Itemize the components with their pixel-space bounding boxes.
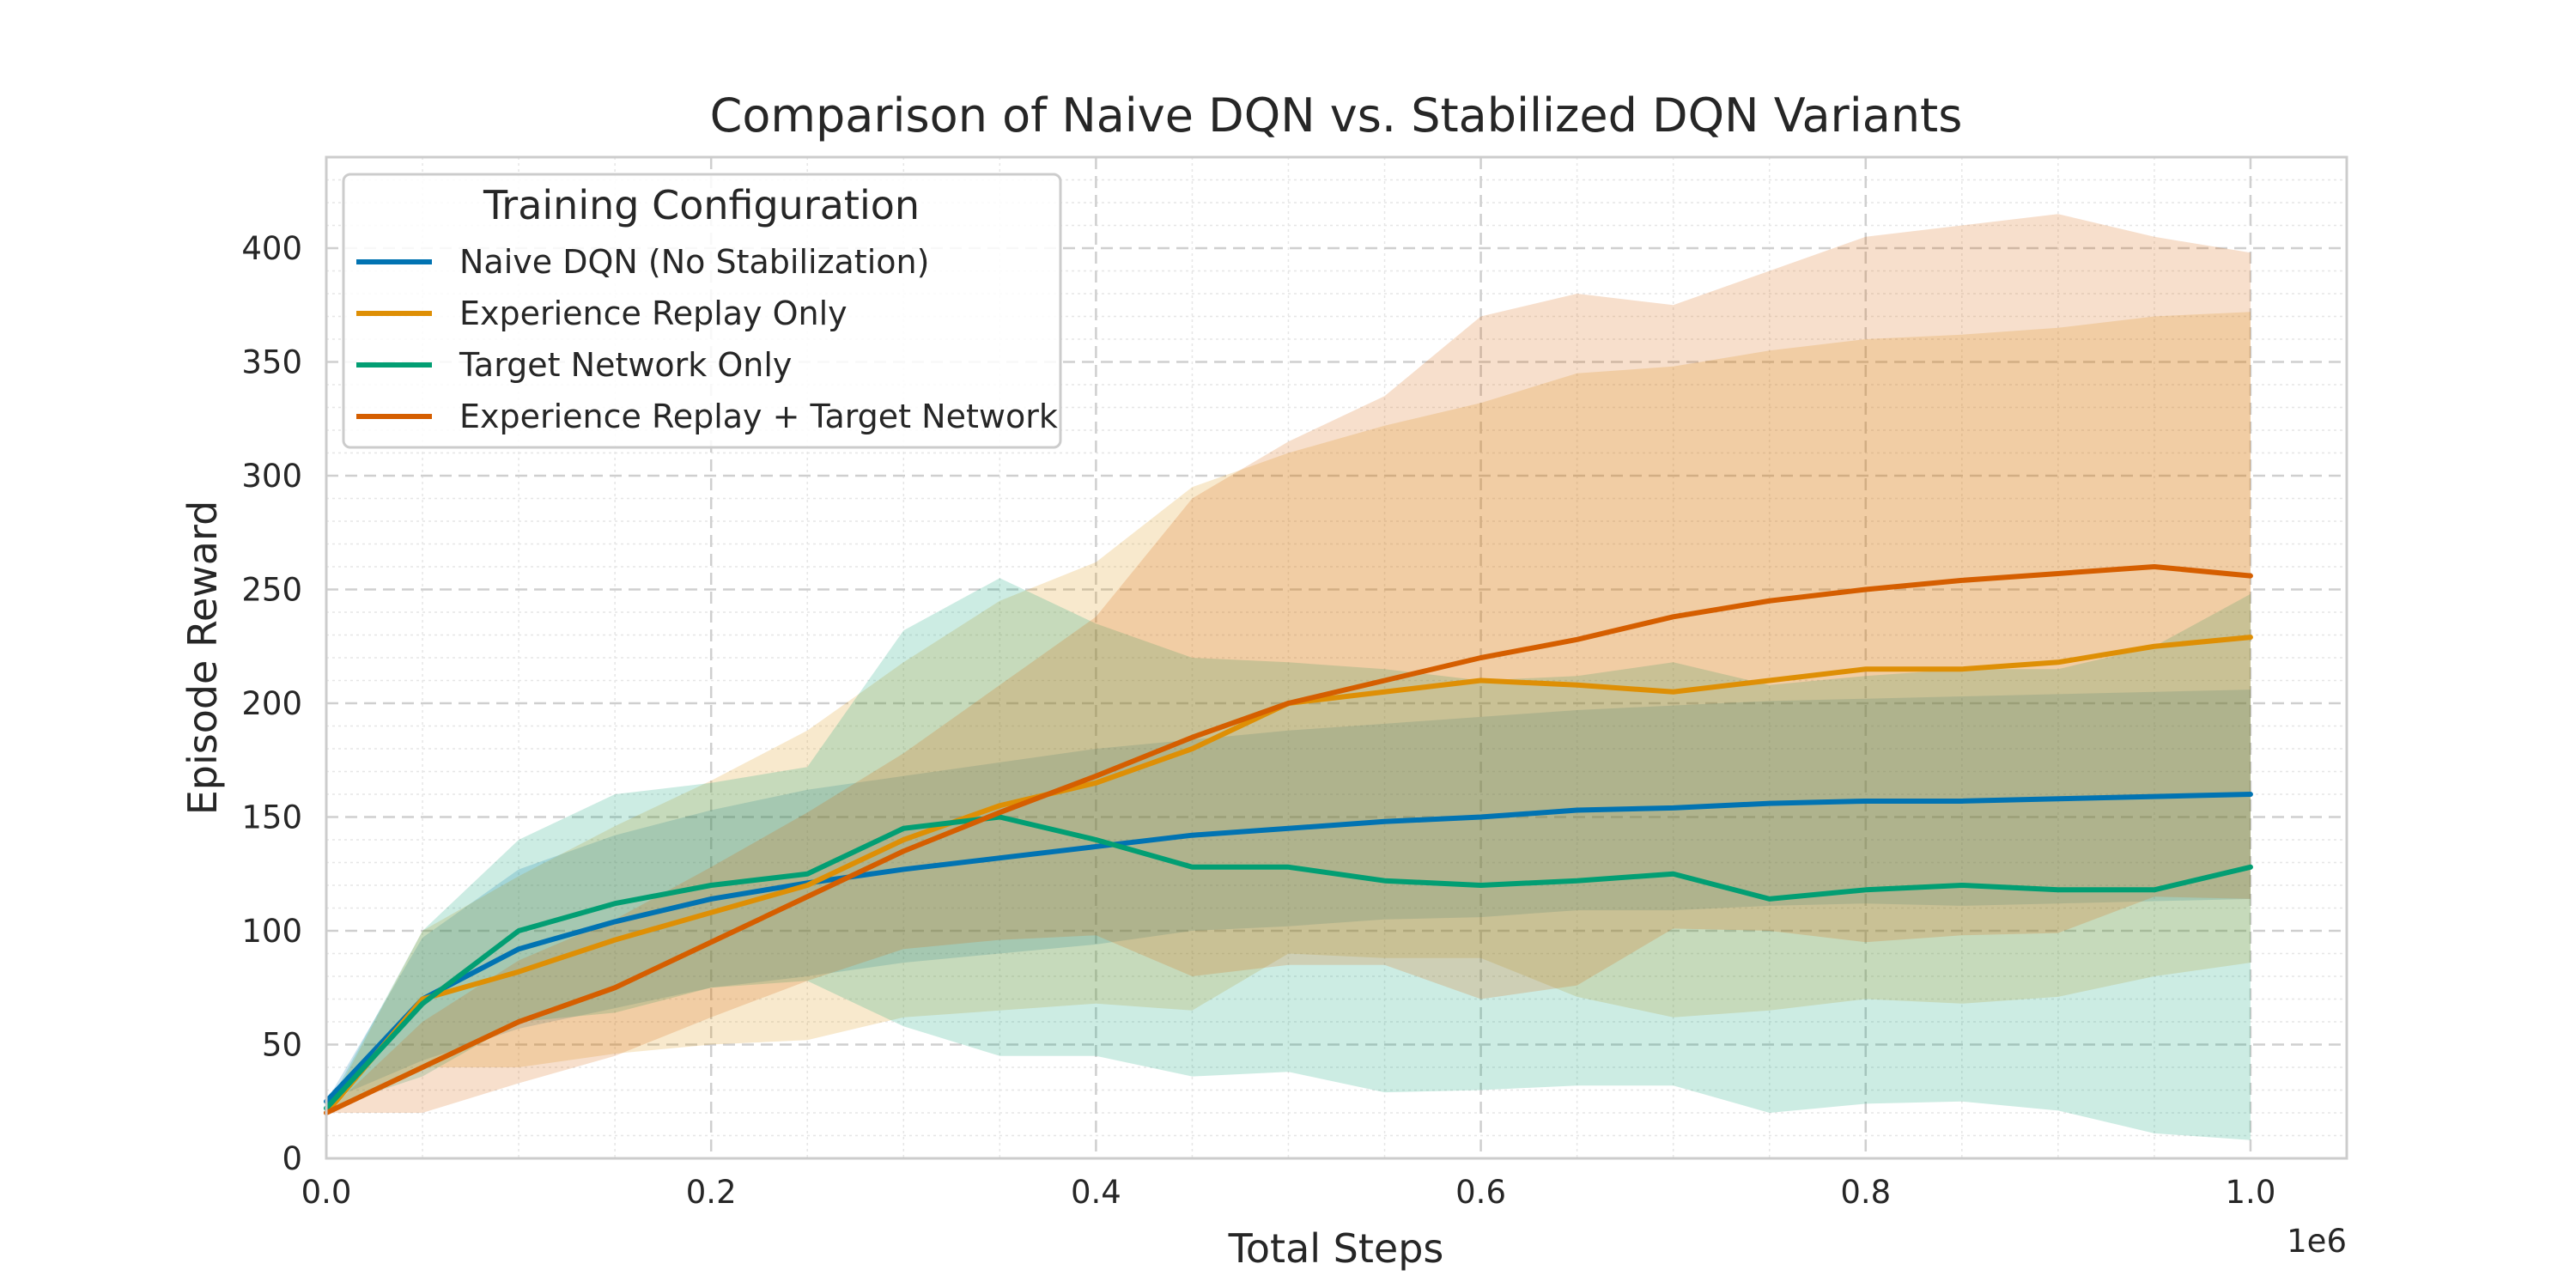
x-tick-label: 1.0	[2226, 1174, 2276, 1211]
legend-title: Training Configuration	[483, 182, 920, 228]
plot-frame	[325, 155, 2348, 1160]
y-tick-label: 0	[282, 1140, 302, 1177]
legend-label: Target Network Only	[459, 346, 792, 384]
x-tick-label: 0.0	[301, 1174, 352, 1211]
y-ticks: 0 50 100 150 200 250 300 350 400	[241, 230, 302, 1177]
x-tick-label: 0.2	[686, 1174, 737, 1211]
x-tick-label: 0.8	[1840, 1174, 1891, 1211]
line-series-2	[324, 814, 2253, 1111]
x-tick-label: 0.6	[1455, 1174, 1506, 1211]
y-tick-label: 250	[241, 572, 302, 609]
y-tick-label: 400	[241, 230, 302, 267]
legend-label: Experience Replay + Target Network	[459, 398, 1058, 435]
y-tick-label: 300	[241, 458, 302, 495]
band-series-0	[326, 690, 2251, 1102]
line-series-3	[324, 564, 2253, 1115]
legend-label: Experience Replay Only	[459, 295, 848, 332]
x-offset-label: 1e6	[2287, 1223, 2347, 1260]
band-series-3	[326, 214, 2251, 1113]
legend-box	[342, 173, 1062, 449]
legend-label: Naive DQN (No Stabilization)	[459, 243, 929, 281]
y-tick-label: 350	[241, 344, 302, 381]
legend-item: Target Network Only	[356, 346, 792, 384]
y-tick-label: 100	[241, 913, 302, 950]
grid	[325, 157, 2348, 1160]
chart-title: Comparison of Naive DQN vs. Stabilized D…	[710, 88, 1963, 143]
x-tick-label: 0.4	[1071, 1174, 1121, 1211]
legend: Training Configuration Naive DQN (No Sta…	[342, 173, 1062, 449]
series-lines	[324, 564, 2253, 1115]
x-ticks: 0.0 0.2 0.4 0.6 0.8 1.0	[301, 1174, 2276, 1211]
legend-item: Experience Replay Only	[356, 295, 848, 332]
legend-items: Naive DQN (No Stabilization) Experience R…	[356, 243, 1058, 435]
y-axis-label: Episode Reward	[179, 501, 226, 816]
legend-item: Experience Replay + Target Network	[356, 398, 1058, 435]
band-series-2	[326, 578, 2251, 1140]
y-tick-label: 50	[262, 1027, 302, 1064]
band-series-1	[326, 312, 2251, 1113]
x-axis-label: Total Steps	[1228, 1225, 1444, 1272]
line-series-0	[324, 792, 2253, 1104]
y-tick-label: 200	[241, 685, 302, 722]
legend-item: Naive DQN (No Stabilization)	[356, 243, 929, 281]
confidence-bands	[326, 214, 2251, 1140]
y-tick-label: 150	[241, 799, 302, 836]
